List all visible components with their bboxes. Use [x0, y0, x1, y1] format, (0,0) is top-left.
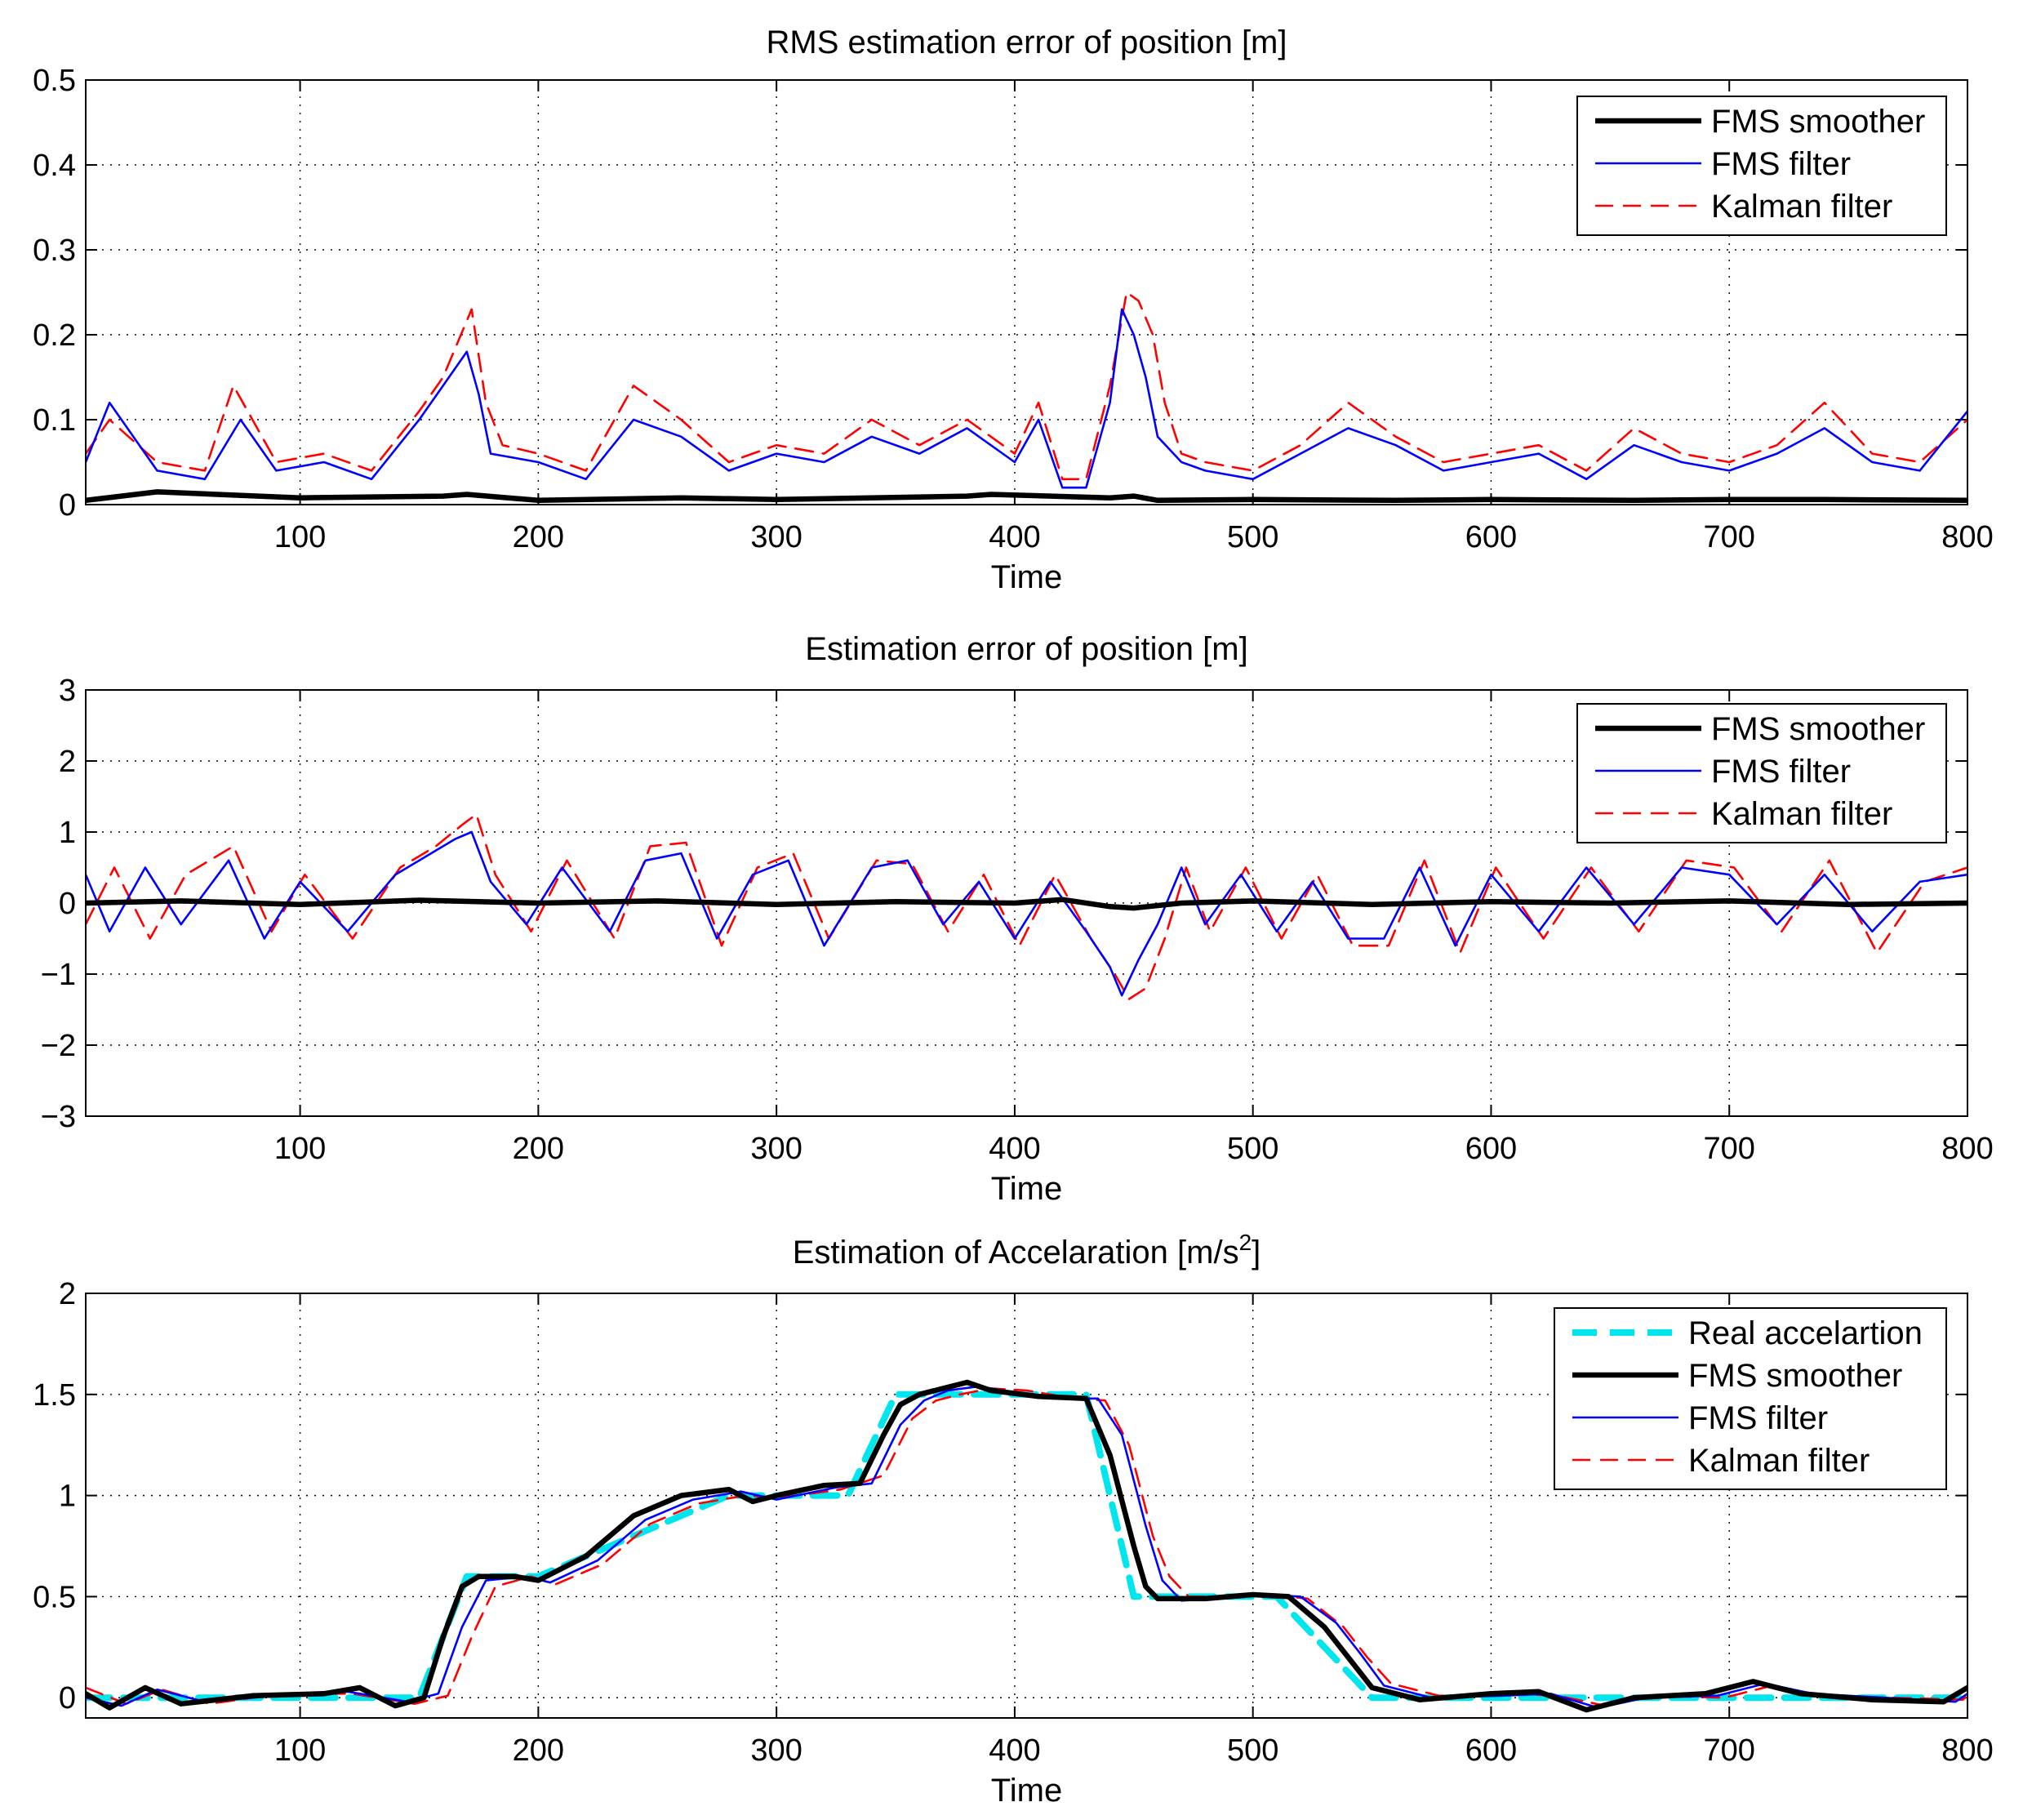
legend-box — [1554, 1307, 1947, 1490]
y-tick-label: 1 — [59, 816, 76, 850]
y-tick-label: 2 — [59, 745, 76, 779]
series-line-fms-filter — [86, 830, 1967, 997]
y-tick-label: 0 — [59, 488, 76, 523]
rms-error-chart: RMS estimation error of position [m] 100 2… — [33, 24, 1994, 595]
x-tick-label: 500 — [1227, 1132, 1278, 1166]
legend-label: Kalman filter — [1711, 189, 1892, 225]
y-tick-label: 3 — [59, 674, 76, 708]
y-tick-label: 0.3 — [33, 234, 76, 268]
x-tick-label: 800 — [1941, 1132, 1993, 1166]
legend-label: FMS smoother — [1688, 1358, 1902, 1394]
y-tick-label: 0 — [59, 1681, 76, 1715]
x-axis-label: Time — [991, 1773, 1062, 1809]
x-tick-label: 700 — [1704, 520, 1755, 554]
x-tick-label: 100 — [274, 1132, 326, 1166]
y-tick-label: 0.5 — [33, 64, 76, 98]
legend: FMS smoother FMS filter Kalman filter — [1576, 703, 1947, 843]
y-tick-label: 2 — [59, 1277, 76, 1311]
x-tick-label: 200 — [513, 1733, 564, 1768]
y-tick-label: 0 — [59, 887, 76, 921]
x-tick-label: 600 — [1465, 520, 1517, 554]
x-tick-label: 300 — [750, 1132, 802, 1166]
legend: FMS smoother FMS filter Kalman filter — [1576, 96, 1947, 236]
position-error-chart: Estimation error of position [m]100 200 30… — [41, 631, 1994, 1207]
legend-label: Kalman filter — [1688, 1443, 1870, 1479]
legend-label: FMS filter — [1711, 754, 1851, 790]
legend-label: FMS filter — [1711, 146, 1851, 182]
series-line-real-accelartion — [86, 1391, 1967, 1702]
legend: Real accelartion FMS smoother FMS filter Ka… — [1554, 1307, 1947, 1490]
x-tick-label: 600 — [1465, 1733, 1517, 1768]
y-tick-label: 1.5 — [33, 1378, 76, 1413]
x-tick-label: 100 — [274, 1733, 326, 1768]
chart-title: Estimation error of position [m] — [805, 631, 1247, 667]
x-tick-label: 500 — [1227, 520, 1278, 554]
series-group — [86, 812, 1967, 1000]
legend-label: Real accelartion — [1688, 1315, 1923, 1351]
series-group — [86, 1379, 1967, 1713]
legend-label: Kalman filter — [1711, 796, 1892, 832]
x-tick-label: 300 — [750, 520, 802, 554]
chart-title: Estimation of Accelaration [m/s2] — [793, 1230, 1261, 1270]
series-line-kalman-filter — [86, 812, 1967, 1000]
y-tick-label: 1 — [59, 1480, 76, 1514]
x-tick-label: 400 — [989, 520, 1040, 554]
x-tick-label: 800 — [1941, 1733, 1993, 1768]
series-group — [86, 291, 1967, 504]
series-line-fms-filter — [86, 308, 1967, 489]
x-axis-label: Time — [991, 559, 1062, 595]
legend-label: FMS filter — [1688, 1400, 1828, 1436]
series-line-kalman-filter — [86, 1387, 1967, 1707]
x-tick-label: 600 — [1465, 1132, 1517, 1166]
x-tick-label: 300 — [750, 1733, 802, 1768]
plot-border — [85, 1293, 1968, 1719]
y-tick-label: −3 — [41, 1100, 76, 1134]
x-tick-label: 400 — [989, 1733, 1040, 1768]
legend-label: FMS smoother — [1711, 104, 1925, 140]
series-line-kalman-filter — [86, 291, 1967, 481]
x-tick-label: 200 — [513, 1132, 564, 1166]
plot-border — [85, 79, 1968, 505]
y-tick-label: 0.2 — [33, 318, 76, 353]
series-line-fms-smoother — [86, 1379, 1967, 1713]
y-tick-label: 0.5 — [33, 1580, 76, 1614]
y-tick-label: −1 — [41, 958, 76, 992]
y-tick-label: 0.4 — [33, 149, 76, 183]
x-tick-label: 700 — [1704, 1733, 1755, 1768]
chart-title: RMS estimation error of position [m] — [767, 24, 1287, 60]
x-tick-label: 800 — [1941, 520, 1993, 554]
x-tick-label: 200 — [513, 520, 564, 554]
x-axis-label: Time — [991, 1171, 1062, 1207]
series-line-fms-smoother — [86, 489, 1967, 504]
x-tick-label: 100 — [274, 520, 326, 554]
series-line-fms-smoother — [86, 897, 1967, 911]
x-tick-label: 500 — [1227, 1733, 1278, 1768]
x-tick-label: 700 — [1704, 1132, 1755, 1166]
x-tick-label: 400 — [989, 1132, 1040, 1166]
y-tick-label: −2 — [41, 1029, 76, 1063]
acceleration-chart: Estimation of Accelaration [m/s2] 100 200 3… — [33, 1230, 1994, 1809]
y-tick-label: 0.1 — [33, 403, 76, 438]
legend-label: FMS smoother — [1711, 711, 1925, 747]
plot-border — [85, 689, 1968, 1117]
